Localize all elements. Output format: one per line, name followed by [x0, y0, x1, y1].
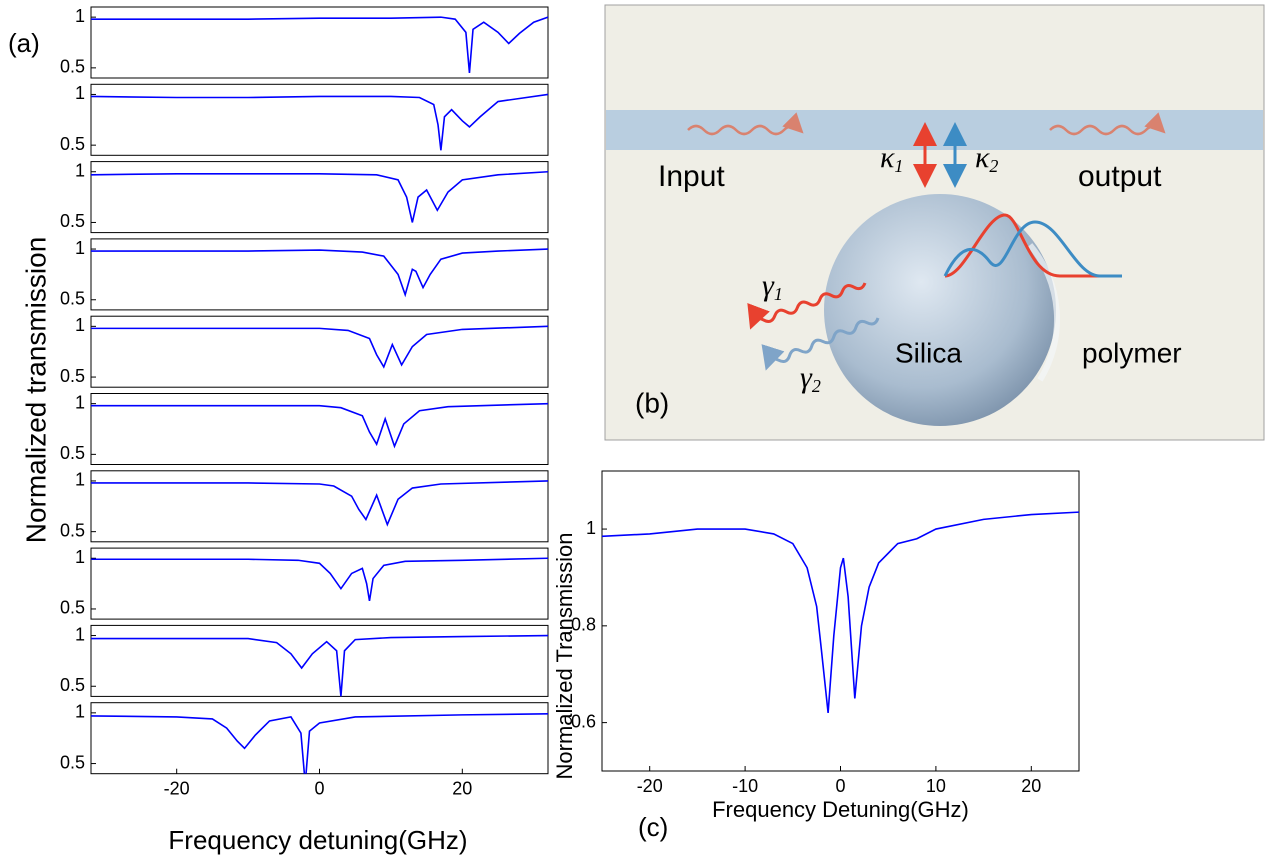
y-tick-label: 1: [75, 238, 85, 258]
y-tick-label: 0.5: [60, 211, 85, 231]
core-label: Silica: [895, 337, 962, 368]
plot-frame: [90, 161, 549, 234]
spectrum-line: [91, 170, 548, 223]
mode-curve: [944, 213, 1105, 278]
y-axis-label: Normalized Transmission: [552, 533, 577, 780]
spectrum-line: [91, 480, 548, 527]
subscript: 2: [812, 376, 821, 396]
diagram: Input output Silica polymer (b) κ1 κ2 γ1…: [604, 4, 1265, 441]
chart: 0.6 0.8 1 -20 -10 0 10 20 Frequency Detuning(GHz…: [552, 470, 1080, 842]
y-tick-label: 1: [75, 392, 85, 412]
plot-frame: [601, 470, 1080, 772]
loss-wave: [761, 317, 880, 371]
y-axis-label: Normalized transmission: [20, 237, 51, 544]
microsphere: [824, 194, 1056, 426]
x-tick-label: 20: [1021, 776, 1041, 796]
plot-frame: [90, 83, 549, 156]
kappa1-label: κ1: [880, 141, 903, 176]
plot-frame: [90, 470, 549, 543]
y-tick-label: 0.5: [60, 520, 85, 540]
symbol: κ: [975, 141, 990, 174]
chart: 0.51: [60, 83, 549, 156]
x-tick-label: -10: [732, 776, 758, 796]
cladding-label: polymer: [1082, 337, 1182, 368]
x-tick-label: -20: [164, 778, 190, 798]
y-tick-label: 1: [586, 518, 596, 538]
chart: 0.5 1 -20 0 20: [60, 702, 549, 798]
chart: 0.51: [60, 6, 549, 79]
x-tick-label: 0: [314, 778, 324, 798]
chart: 0.51: [60, 470, 549, 543]
y-tick-label: 0.5: [60, 57, 85, 77]
spectrum-line: [91, 93, 548, 151]
spectrum-line: [91, 634, 548, 697]
subscript: 1: [894, 156, 903, 176]
panel-label: (b): [635, 387, 669, 418]
y-tick-label: 1: [75, 470, 85, 490]
spectrum-line: [602, 511, 1079, 714]
y-tick-label: 1: [75, 547, 85, 567]
input-label: Input: [658, 160, 725, 193]
chart: 0.51: [60, 160, 549, 234]
x-tick-label: 20: [452, 778, 472, 798]
y-tick-label: 0.6: [571, 711, 596, 731]
symbol: κ: [880, 141, 895, 174]
subscript: 2: [989, 156, 998, 176]
y-tick-label: 1: [75, 6, 85, 26]
spectrum-line: [91, 402, 548, 449]
y-tick-label: 0.5: [60, 366, 85, 386]
y-tick-label: 0.5: [60, 443, 85, 463]
kappa2-label: κ2: [975, 141, 998, 176]
output-wave: [1049, 112, 1166, 136]
gamma2-label: γ2: [800, 361, 821, 396]
subscript: 1: [774, 284, 783, 304]
symbol: γ: [800, 361, 813, 394]
chart: 0.51: [60, 624, 549, 697]
output-label: output: [1078, 160, 1162, 193]
x-axis-label: Frequency detuning(GHz): [168, 825, 467, 855]
symbol: γ: [762, 269, 775, 302]
y-tick-label: 0.5: [60, 598, 85, 618]
panel-label: (a): [8, 28, 40, 58]
spectrum-line: [91, 713, 548, 774]
plot-frame: [90, 393, 549, 465]
loss-wave: [747, 282, 867, 330]
spectrum-line: [91, 325, 548, 369]
y-tick-label: 0.5: [60, 752, 85, 772]
y-tick-label: 0.5: [60, 134, 85, 154]
sphere-highlight: [1027, 243, 1060, 382]
y-tick-label: 0.8: [571, 615, 596, 635]
x-tick-label: -20: [637, 776, 663, 796]
plot-frame: [90, 315, 549, 388]
y-tick-label: 1: [75, 160, 85, 180]
y-tick-label: 0.5: [60, 289, 85, 309]
gamma1-label: γ1: [762, 269, 783, 304]
y-tick-label: 1: [75, 83, 85, 103]
y-tick-label: 1: [75, 315, 85, 335]
plot-frame: [90, 702, 549, 775]
chart: 0.51: [60, 547, 549, 620]
x-axis-label: Frequency Detuning(GHz): [712, 797, 969, 822]
chart: 0.51: [60, 238, 549, 311]
y-tick-label: 1: [75, 624, 85, 644]
chart: 0.51: [60, 315, 549, 388]
y-tick-label: 0.5: [60, 675, 85, 695]
spectrum-line: [91, 16, 548, 74]
chart: 0.51: [60, 392, 549, 465]
spectrum-line: [91, 557, 548, 601]
x-tick-label: 10: [926, 776, 946, 796]
spectrum-line: [91, 248, 548, 298]
input-wave: [687, 112, 804, 136]
x-tick-label: 0: [835, 776, 845, 796]
y-tick-label: 1: [75, 702, 85, 722]
mode-curve: [943, 220, 1122, 278]
panel-label: (c): [638, 812, 668, 842]
